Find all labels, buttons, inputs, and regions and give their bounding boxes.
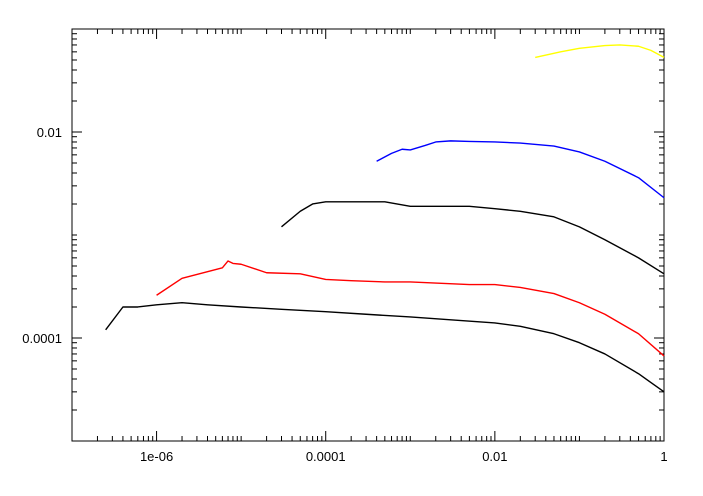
series-group — [105, 44, 665, 393]
axis-ticks — [71, 28, 665, 442]
plot-frame — [71, 28, 665, 442]
x-tick-label: 1 — [660, 449, 667, 464]
axis-tick-labels: 1e-06 0.0001 0.01 1 0.0001 0.01 — [22, 125, 667, 464]
x-tick-label: 0.01 — [482, 449, 507, 464]
y-tick-label: 0.01 — [37, 125, 62, 140]
x-tick-label: 0.0001 — [306, 449, 346, 464]
series-line-2 — [376, 140, 665, 199]
x-tick-label: 1e-06 — [140, 449, 173, 464]
series-line-5 — [105, 302, 665, 393]
series-line-3 — [281, 201, 665, 275]
series-line-1 — [535, 44, 665, 59]
series-line-4 — [156, 260, 665, 357]
y-tick-label: 0.0001 — [22, 331, 62, 346]
